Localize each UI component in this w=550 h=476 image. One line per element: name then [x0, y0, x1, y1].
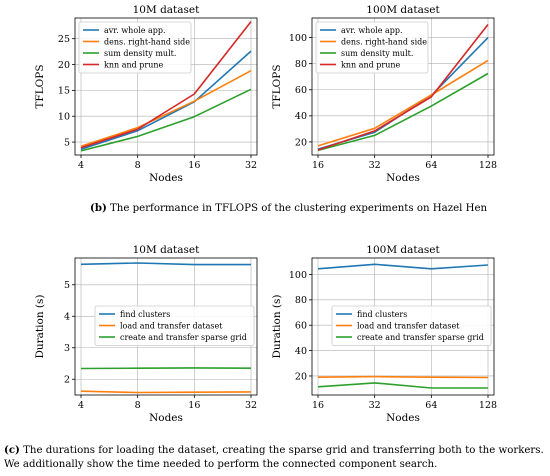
legend-label: load and transfer dataset — [357, 322, 460, 331]
series-line — [80, 88, 252, 152]
legend-box — [78, 21, 192, 74]
series-line — [80, 262, 251, 266]
y-tick-label: 4 — [64, 312, 70, 323]
chart-2: 16 32 64 128 20 40 60 80 100 100M dataset Nodes TFL… — [271, 4, 497, 184]
y-tick-label: 80 — [295, 295, 307, 306]
y-tick-label: 10 — [58, 112, 70, 123]
plot-frame — [311, 257, 495, 396]
legend-label: create and transfer sparse grid — [357, 333, 484, 342]
legend-box — [94, 305, 255, 346]
y-tick-label: 40 — [295, 111, 307, 122]
x-tick-label: 16 — [312, 160, 324, 171]
x-tick-label: 32 — [245, 400, 257, 411]
x-tick-label: 16 — [188, 400, 200, 411]
legend-label: dens. right-hand side — [104, 38, 190, 47]
y-tick-label: 20 — [295, 371, 307, 382]
x-axis-label: Nodes — [386, 412, 420, 424]
x-tick-label: 32 — [369, 400, 381, 411]
y-axis-label: Duration (s) — [34, 294, 46, 358]
legend-label: sum density mult. — [104, 49, 176, 58]
caption-b-text: The performance in TFLOPS of the cluster… — [110, 203, 488, 214]
y-tick-label: 100 — [289, 33, 307, 44]
x-tick-label: 4 — [78, 400, 84, 411]
chart-title: 100M dataset — [366, 244, 440, 256]
series-line — [80, 390, 252, 394]
series-line — [317, 59, 489, 147]
legend-label: avr. whole app. — [104, 26, 166, 35]
y-tick-label: 5 — [64, 280, 70, 291]
legend-box — [331, 305, 492, 346]
x-tick-label: 32 — [245, 160, 257, 171]
y-tick-label: 20 — [58, 60, 70, 71]
y-tick-label: 3 — [64, 343, 70, 354]
x-axis-label: Nodes — [386, 172, 420, 184]
x-tick-label: 16 — [312, 400, 324, 411]
legend-box — [315, 21, 429, 74]
y-tick-label: 15 — [58, 86, 70, 97]
caption-c-label: (c) — [4, 444, 20, 456]
y-tick-label: 100 — [289, 270, 307, 281]
y-tick-label: 80 — [295, 59, 307, 70]
legend-label: knn and prune — [341, 61, 401, 70]
x-tick-label: 8 — [135, 160, 141, 171]
y-tick-label: 40 — [295, 346, 307, 357]
x-tick-label: 32 — [369, 160, 381, 171]
chart-title: 100M dataset — [366, 4, 440, 16]
legend-label: load and transfer dataset — [120, 322, 223, 331]
series-line — [80, 21, 252, 149]
series-line — [317, 72, 489, 152]
caption-c: (c) The durations for loading the datase… — [4, 443, 550, 472]
x-tick-label: 64 — [425, 160, 437, 171]
y-tick-label: 60 — [295, 85, 307, 96]
y-axis-label: TFLOPS — [34, 64, 46, 108]
legend-label: dens. right-hand side — [341, 38, 427, 47]
y-tick-label: 60 — [295, 321, 307, 332]
legend-label: knn and prune — [104, 61, 164, 70]
chart-title: 10M dataset — [133, 244, 201, 256]
legend-label: create and transfer sparse grid — [120, 333, 247, 342]
x-tick-label: 64 — [425, 400, 437, 411]
caption-b-label: (b) — [90, 202, 107, 214]
y-tick-label: 2 — [64, 375, 70, 386]
caption-c-line2: We additionally show the time needed to … — [4, 459, 438, 470]
x-tick-label: 4 — [78, 160, 84, 171]
chart-4: 16 32 64 128 20 40 60 80 100 100M dataset Nodes Dur… — [271, 244, 497, 424]
legend-label: find clusters — [357, 310, 407, 319]
legend-label: sum density mult. — [341, 49, 413, 58]
x-axis-label: Nodes — [149, 172, 183, 184]
plot-frame — [74, 17, 258, 156]
chart-3: 4 8 16 32 2 3 4 5 10M dataset Nodes Duration (s) fi… — [34, 244, 258, 424]
y-tick-label: 25 — [58, 34, 70, 45]
y-axis-label: Duration (s) — [271, 294, 283, 358]
series-line — [317, 24, 489, 151]
x-tick-label: 128 — [479, 160, 497, 171]
series-line — [317, 263, 489, 270]
caption-c-line1: The durations for loading the dataset, c… — [23, 445, 544, 456]
series-line — [80, 69, 252, 147]
x-tick-label: 16 — [188, 160, 200, 171]
y-tick-label: 5 — [64, 137, 70, 148]
legend-label: find clusters — [120, 310, 170, 319]
series-line — [80, 50, 252, 151]
series-line — [80, 367, 252, 370]
y-tick-label: 20 — [295, 137, 307, 148]
caption-b: (b) The performance in TFLOPS of the clu… — [90, 201, 550, 216]
series-line — [317, 375, 489, 379]
x-tick-label: 128 — [479, 400, 497, 411]
x-tick-label: 8 — [135, 400, 141, 411]
legend-label: avr. whole app. — [341, 26, 403, 35]
chart-title: 10M dataset — [133, 4, 201, 16]
x-axis-label: Nodes — [149, 412, 183, 424]
chart-1: 4 8 16 32 5 10 15 20 25 10M dataset Nodes TFLOPS avr… — [34, 4, 258, 184]
plot-frame — [311, 17, 495, 156]
plot-frame — [74, 257, 258, 396]
y-axis-label: TFLOPS — [271, 64, 283, 108]
series-line — [317, 382, 488, 389]
